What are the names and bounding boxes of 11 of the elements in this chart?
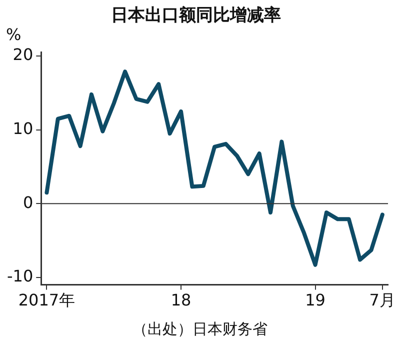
x-tick-label: 2017年 bbox=[18, 290, 76, 310]
y-tick-label: 10 bbox=[12, 119, 34, 138]
chart-title: 日本出口额同比增减率 bbox=[111, 6, 281, 26]
y-axis-title: % bbox=[6, 25, 22, 44]
y-tick-label: 20 bbox=[12, 45, 34, 64]
x-tick-label: 18 bbox=[170, 290, 192, 310]
text: （出处）日本财务省 bbox=[132, 320, 268, 338]
y-tick-label: 0 bbox=[22, 192, 34, 212]
y-tick-label: -10 bbox=[6, 266, 34, 286]
x-tick-label: 19 bbox=[305, 290, 326, 310]
x-tick-label: 7月 bbox=[369, 290, 396, 310]
